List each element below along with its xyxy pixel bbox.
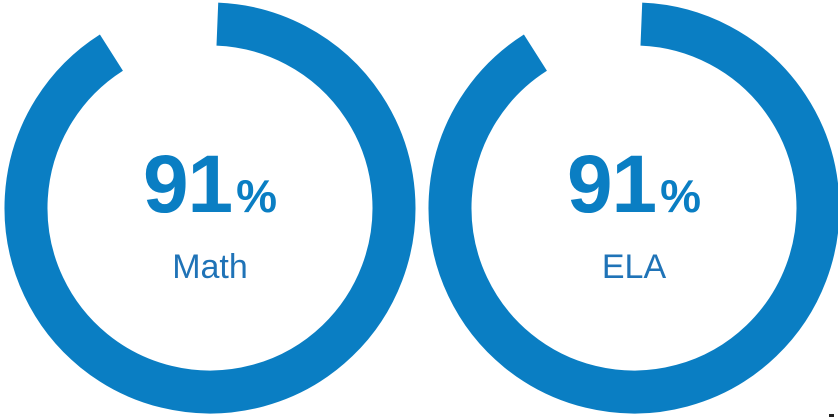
math-label: Math bbox=[172, 248, 248, 286]
math-gauge-arc bbox=[4, 2, 416, 414]
math-percent-value: 91 bbox=[142, 139, 233, 230]
math-percent-sign: % bbox=[236, 170, 278, 222]
corner-mark bbox=[829, 414, 834, 417]
math-progress-gauge: 91% Math bbox=[0, 2, 420, 414]
ela-percent-sign: % bbox=[660, 170, 702, 222]
math-gauge-ring bbox=[4, 2, 416, 414]
ela-progress-gauge: 91% ELA bbox=[424, 0, 838, 417]
ela-gauge-ring bbox=[428, 2, 838, 414]
ela-label: ELA bbox=[601, 248, 667, 286]
ela-value: 91% bbox=[424, 140, 838, 230]
ela-percent-value: 91 bbox=[566, 139, 657, 230]
ela-gauge-arc bbox=[428, 2, 838, 414]
math-value: 91% bbox=[0, 140, 420, 230]
